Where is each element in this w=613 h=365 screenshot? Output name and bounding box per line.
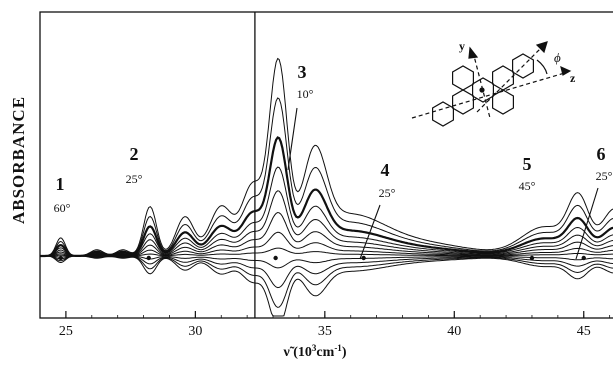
absorbance-curve-11	[40, 255, 613, 308]
x-tick-label-30: 30	[188, 324, 202, 339]
inset-phi-arrowhead	[535, 41, 548, 54]
molecule-ring-1	[432, 101, 454, 127]
peak-4-angle: 25°	[379, 186, 396, 200]
peak-5-annotation: 5 45°	[519, 154, 536, 193]
x-axis-label-sup1: 3	[312, 343, 317, 353]
peak-2-marker	[146, 255, 151, 261]
annotation-arrows	[287, 107, 599, 260]
molecule-ring-5	[511, 53, 535, 79]
peak-1-marker	[58, 255, 63, 261]
inset-z-arrowhead	[560, 65, 572, 76]
peak-6-angle: 25°	[596, 169, 613, 183]
inset-z-label: z	[570, 71, 576, 85]
absorbance-curve-6	[40, 211, 613, 257]
x-tick-label-45: 45	[577, 324, 591, 339]
molecule-ring-2	[452, 89, 474, 115]
inset-phi-axis	[476, 43, 546, 113]
absorbance-curve-3	[40, 136, 613, 258]
x-axis-label: ν̃ (103cm-1)	[283, 343, 347, 360]
peak-1-annotation: 1 60°	[54, 174, 71, 215]
peak-6-marker	[581, 255, 586, 261]
peak-3-marker	[273, 255, 278, 261]
peak-4-arrow	[359, 204, 381, 260]
inset-y-axis	[472, 51, 491, 119]
peak-3-arrow	[287, 107, 298, 171]
peak-1-angle: 60°	[54, 201, 71, 215]
x-tick-label-35: 35	[318, 324, 332, 339]
peak-2-number: 2	[130, 144, 139, 164]
peak-5-marker	[529, 255, 535, 261]
peak-3-angle: 10°	[297, 87, 314, 101]
peak-3-number: 3	[298, 62, 307, 82]
inset-phi-label: ϕ	[554, 50, 561, 65]
peak-6-number: 6	[597, 144, 606, 164]
x-tick-label-25: 25	[59, 324, 73, 339]
peak-2-annotation: 2 25°	[126, 144, 143, 186]
peak-4-annotation: 4 25°	[379, 160, 396, 200]
peak-5-number: 5	[523, 154, 532, 174]
inset-z-axis	[411, 71, 569, 119]
plot-frame	[39, 11, 613, 319]
absorbance-curve-1	[40, 57, 613, 257]
absorbance-curve-7	[40, 231, 613, 257]
y-axis-label: ABSORBANCE	[9, 96, 28, 224]
peak-3-annotation: 3 10°	[297, 62, 314, 101]
molecule-inset: y z ϕ	[411, 39, 576, 127]
peak-5-angle: 45°	[519, 179, 536, 193]
inset-center-dot	[479, 87, 485, 93]
inset-y-arrowhead	[468, 46, 479, 59]
absorbance-curve-8	[40, 247, 613, 257]
x-axis-label-end: )	[342, 345, 347, 360]
absorbance-curve-12	[40, 255, 613, 317]
absorbance-curve-5	[40, 190, 613, 257]
inset-angle-arc	[536, 59, 548, 75]
x-axis-label-mid: cm	[316, 345, 334, 360]
peak-markers	[58, 255, 586, 261]
peak-4-marker	[361, 255, 366, 261]
absorbance-curve-9	[40, 255, 613, 269]
peak-1-number: 1	[56, 174, 65, 194]
peak-6-arrow	[575, 187, 599, 260]
x-axis-ticks: 25 30 35 40 45	[59, 311, 611, 339]
peak-2-angle: 25°	[126, 172, 143, 186]
peak-6-annotation: 6 25°	[596, 144, 613, 183]
x-axis-label-main: ν̃ (10	[283, 345, 312, 360]
x-axis-label-sup2: -1	[334, 343, 342, 353]
absorbance-curves	[40, 57, 613, 317]
molecule-ring-6	[452, 65, 474, 91]
inset-y-label: y	[459, 39, 465, 53]
absorbance-curve-4	[40, 166, 613, 257]
peak-4-number: 4	[381, 160, 390, 180]
x-tick-label-40: 40	[447, 324, 461, 339]
absorbance-curve-10	[40, 255, 613, 289]
